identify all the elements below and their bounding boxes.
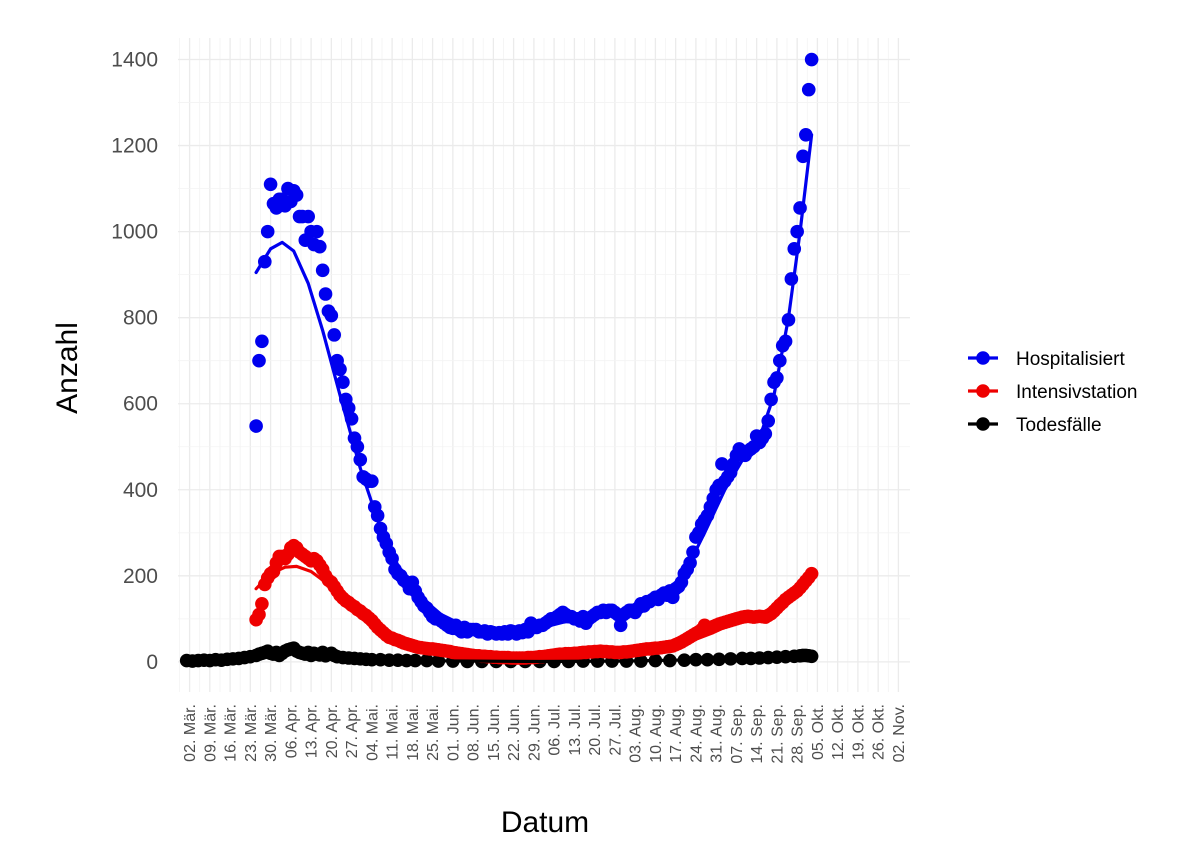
data-point	[260, 224, 275, 239]
data-point	[784, 272, 799, 286]
y-tick-label: 800	[123, 307, 158, 330]
x-tick-label: 09. Mär.	[202, 704, 219, 762]
x-tick-label: 01. Jun.	[445, 704, 462, 761]
x-tick-label: 30. Mär.	[263, 704, 280, 762]
data-point	[336, 375, 350, 390]
x-tick-label: 10. Aug.	[648, 704, 665, 763]
x-tick-label: 11. Mai.	[385, 704, 402, 760]
x-tick-label: 06. Apr.	[283, 704, 300, 758]
y-tick-label: 1000	[111, 221, 158, 244]
data-point	[301, 209, 315, 224]
x-tick-label: 02. Mär.	[182, 704, 199, 762]
x-tick-label: 05. Okt.	[810, 704, 827, 760]
legend-item: Hospitalisiert	[968, 349, 1125, 370]
x-axis-title: Datum	[501, 806, 589, 839]
data-point	[715, 457, 729, 471]
data-point	[804, 52, 819, 67]
data-point	[799, 128, 813, 142]
data-point	[613, 618, 628, 633]
data-point	[255, 596, 269, 611]
data-point	[310, 224, 324, 239]
legend-item: Todesfälle	[968, 415, 1102, 436]
data-point	[252, 353, 266, 368]
x-axis-ticks: 02. Mär. 09. Mär. 16. Mär. 23. Mär. 30. Mär.…	[182, 704, 908, 764]
x-tick-label: 13. Apr.	[304, 704, 321, 758]
y-axis-ticks: 0 200 400 600 800 1000 1200 1400	[111, 49, 158, 674]
data-point	[255, 334, 269, 349]
x-tick-label: 27. Apr.	[344, 704, 361, 758]
x-tick-label: 13. Jul.	[567, 704, 584, 756]
x-tick-label: 24. Aug.	[688, 704, 705, 763]
trend-line	[254, 649, 814, 664]
y-axis-title: Anzahl	[51, 322, 84, 414]
data-point	[315, 263, 330, 278]
x-tick-label: 06. Jul.	[547, 704, 564, 756]
data-point	[327, 328, 342, 342]
y-tick-label: 600	[123, 393, 158, 416]
x-tick-label: 20. Jul.	[587, 704, 604, 756]
data-point	[804, 566, 819, 581]
x-tick-label: 19. Okt.	[850, 704, 867, 760]
x-tick-label: 07. Sep.	[729, 704, 746, 764]
data-point	[252, 607, 266, 622]
x-tick-label: 23. Mär.	[243, 704, 260, 762]
data-point	[318, 287, 333, 301]
x-tick-label: 02. Nov.	[891, 704, 908, 762]
legend-item: Intensivstation	[968, 382, 1137, 403]
x-tick-label: 17. Aug.	[668, 704, 685, 763]
x-tick-label: 20. Apr.	[324, 704, 341, 758]
trend-line	[254, 564, 814, 659]
legend-label: Intensivstation	[1016, 382, 1137, 403]
x-tick-label: 14. Sep.	[749, 704, 766, 764]
y-tick-label: 200	[123, 565, 158, 588]
data-point	[333, 362, 347, 377]
x-tick-label: 16. Mär.	[223, 704, 240, 762]
x-tick-label: 26. Okt.	[871, 704, 888, 760]
trend-line	[254, 133, 814, 634]
x-tick-label: 22. Jun.	[506, 704, 523, 761]
series-layer	[179, 52, 819, 669]
legend-key-marker	[976, 351, 990, 365]
y-tick-label: 400	[123, 479, 158, 502]
x-tick-label: 15. Jun.	[486, 704, 503, 761]
data-point	[324, 308, 339, 323]
y-tick-label: 0	[146, 651, 158, 674]
x-tick-label: 08. Jun.	[466, 704, 483, 761]
data-point	[289, 188, 304, 202]
y-tick-label: 1200	[111, 135, 158, 158]
x-tick-label: 04. Mai.	[364, 704, 381, 761]
legend-key-marker	[976, 417, 990, 431]
x-tick-label: 12. Okt.	[830, 704, 847, 760]
x-tick-label: 03. Aug.	[628, 704, 645, 763]
data-point	[365, 474, 379, 488]
x-tick-label: 28. Sep.	[790, 704, 807, 764]
x-tick-label: 29. Jun.	[526, 704, 543, 761]
x-tick-label: 25. Mai.	[425, 704, 442, 761]
data-point	[796, 149, 810, 164]
data-point	[263, 177, 278, 192]
data-point	[249, 419, 263, 433]
data-point	[801, 82, 816, 97]
x-tick-label: 18. Mai.	[405, 704, 422, 761]
x-tick-label: 27. Jul.	[607, 704, 624, 756]
y-tick-label: 1400	[111, 49, 158, 72]
legend: Hospitalisiert Intensivstation Todesfälle	[968, 349, 1137, 436]
legend-key-marker	[976, 384, 990, 398]
legend-label: Hospitalisiert	[1016, 349, 1125, 370]
x-tick-label: 21. Sep.	[769, 704, 786, 764]
series-hospitalisiert	[249, 52, 819, 641]
x-tick-label: 31. Aug.	[709, 704, 726, 763]
legend-label: Todesfälle	[1016, 415, 1102, 436]
data-point	[312, 239, 327, 254]
